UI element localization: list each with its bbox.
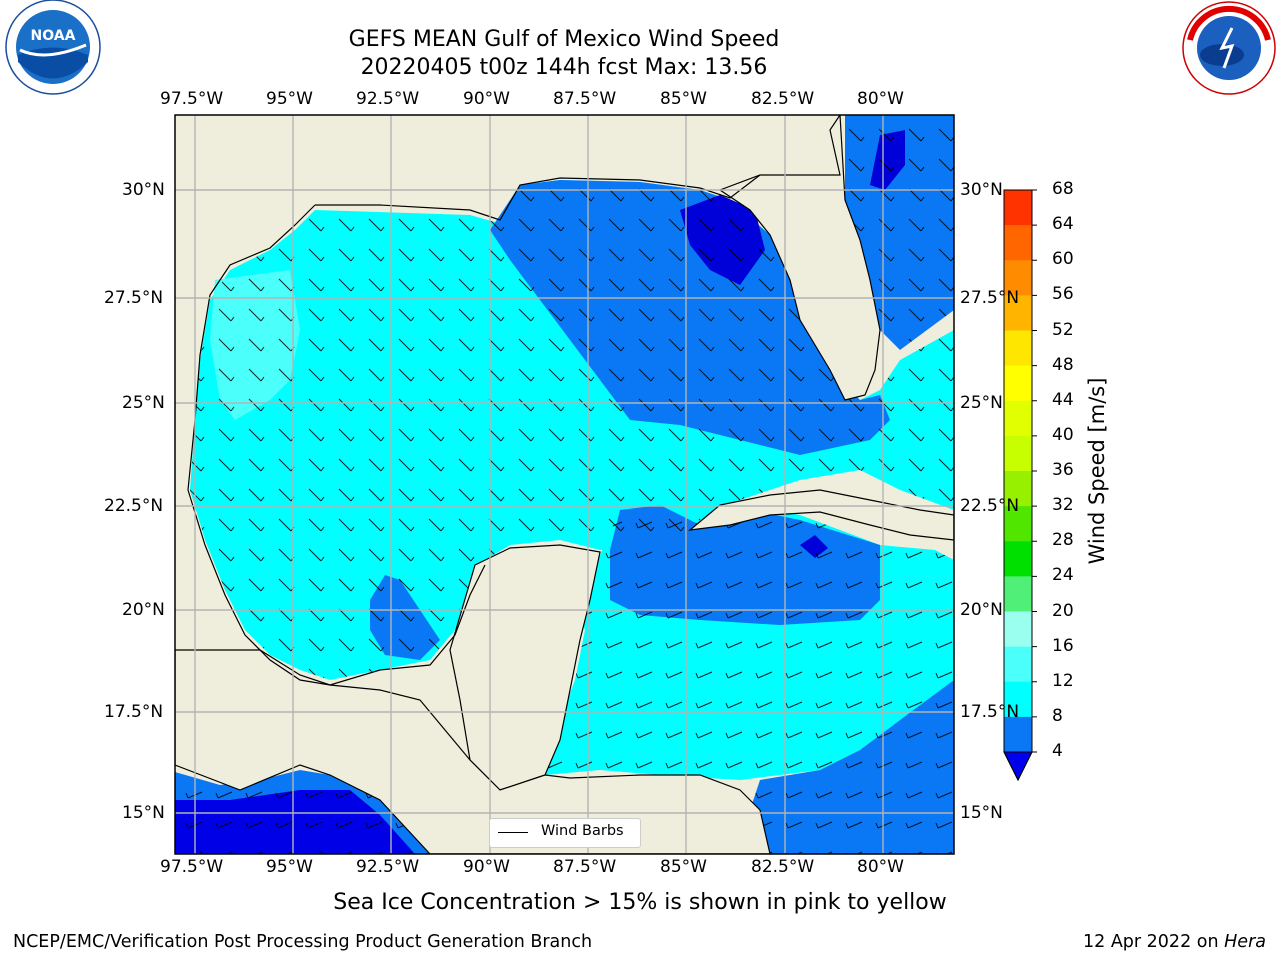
colorbar-tick-label: 48 xyxy=(1052,354,1074,375)
central-america-land xyxy=(175,649,771,854)
map-frame xyxy=(174,114,955,855)
colorbar-extend-triangle xyxy=(1003,751,1033,782)
lat-label-right: 20°N xyxy=(960,600,1003,620)
colorbar xyxy=(1003,189,1037,782)
graticule xyxy=(175,115,954,854)
colorbar-tick-label: 52 xyxy=(1052,319,1074,340)
lon-label-top: 90°W xyxy=(463,89,510,109)
lat-label-left: 25°N xyxy=(122,393,165,413)
lon-label-top: 97.5°W xyxy=(160,89,224,109)
lon-label-top: 87.5°W xyxy=(553,89,617,109)
lat-label-right: 15°N xyxy=(960,803,1003,823)
lon-label-bottom: 97.5°W xyxy=(160,857,224,877)
lat-label-right: 27.5°N xyxy=(960,288,1020,308)
nws-logo xyxy=(1182,1,1276,95)
colorbar-tick-label: 8 xyxy=(1052,705,1063,726)
colorbar-tick-label: 56 xyxy=(1052,284,1074,305)
footer-date: 12 Apr 2022 on xyxy=(1083,932,1225,952)
lon-label-bottom: 90°W xyxy=(463,857,510,877)
colorbar-bin xyxy=(1004,190,1032,226)
colorbar-bin xyxy=(1004,365,1032,402)
colorbar-bin xyxy=(1004,295,1032,331)
colorbar-bin xyxy=(1004,435,1032,472)
coastline-west xyxy=(187,204,486,686)
legend-box: Wind Barbs xyxy=(489,818,641,848)
colorbar-frame xyxy=(1003,189,1033,782)
lat-label-left: 27.5°N xyxy=(104,288,164,308)
lon-label-top: 92.5°W xyxy=(356,89,420,109)
wind-barbs-gulf xyxy=(190,180,954,680)
colorbar-bin xyxy=(1004,260,1032,296)
colorbar-bin xyxy=(1004,646,1032,683)
map-area xyxy=(175,115,954,854)
lon-label-bottom: 87.5°W xyxy=(553,857,617,877)
colorbar-tick-label: 68 xyxy=(1052,179,1074,199)
colorbar-tick-label: 64 xyxy=(1052,214,1074,235)
legend-label: Wind Barbs xyxy=(541,823,624,839)
lon-label-bottom: 80°W xyxy=(857,857,904,877)
lon-label-bottom: 95°W xyxy=(266,857,313,877)
noaa-logo: NOAA xyxy=(5,0,101,95)
colorbar-tick-label: 40 xyxy=(1052,424,1074,445)
legend-line-swatch xyxy=(498,832,528,833)
lat-label-right: 22.5°N xyxy=(960,496,1020,516)
colorbar-tick-label: 32 xyxy=(1052,495,1074,516)
coastline-north xyxy=(315,174,761,221)
lat-label-left: 22.5°N xyxy=(104,496,164,516)
lon-label-bottom: 92.5°W xyxy=(356,857,420,877)
lon-label-bottom: 82.5°W xyxy=(751,857,815,877)
footer-left: NCEP/EMC/Verification Post Processing Pr… xyxy=(13,932,593,952)
colorbar-bin xyxy=(1004,576,1032,612)
colorbar-tick-label: 24 xyxy=(1052,565,1074,586)
lon-label-top: 95°W xyxy=(266,89,313,109)
colorbar-tick-label: 20 xyxy=(1052,600,1074,621)
colorbar-bin xyxy=(1004,611,1032,648)
title-line-2: 20220405 t00z 144h fcst Max: 13.56 xyxy=(360,55,768,80)
lat-label-left: 20°N xyxy=(122,600,165,620)
wind-barbs-caribbean xyxy=(545,505,954,854)
lon-label-top: 85°W xyxy=(660,89,707,109)
colorbar-bin xyxy=(1004,681,1032,718)
colorbar-bin xyxy=(1004,716,1032,753)
yucatan-land xyxy=(449,544,601,791)
colorbar-bin xyxy=(1004,400,1032,437)
lon-label-bottom: 85°W xyxy=(660,857,707,877)
lat-label-right: 25°N xyxy=(960,393,1003,413)
cuba-land xyxy=(688,489,954,541)
colorbar-tick-label: 28 xyxy=(1052,530,1074,551)
colorbar-tick-label: 16 xyxy=(1052,635,1074,656)
colorbar-tick-label: 12 xyxy=(1052,670,1074,691)
colorbar-tick-label: 4 xyxy=(1052,741,1063,761)
lat-label-right: 30°N xyxy=(960,180,1003,200)
colorbar-bin xyxy=(1004,330,1032,367)
lon-label-top: 80°W xyxy=(857,89,904,109)
subtitle: Sea Ice Concentration > 15% is shown in … xyxy=(333,890,947,915)
title-line-1: GEFS MEAN Gulf of Mexico Wind Speed xyxy=(348,27,780,52)
lat-label-left: 30°N xyxy=(122,180,165,200)
lat-label-right: 17.5°N xyxy=(960,702,1020,722)
florida-land xyxy=(718,115,881,401)
colorbar-tick-label: 44 xyxy=(1052,389,1074,410)
lat-label-left: 15°N xyxy=(122,803,165,823)
colorbar-bin xyxy=(1004,471,1032,507)
lon-label-top: 82.5°W xyxy=(751,89,815,109)
lat-label-left: 17.5°N xyxy=(104,702,164,722)
colorbar-tick-label: 36 xyxy=(1052,460,1074,480)
colorbar-bin xyxy=(1004,541,1032,577)
footer-machine: Hera xyxy=(1224,932,1266,952)
footer-right: 12 Apr 2022 on Hera xyxy=(1083,932,1266,952)
colorbar-bin xyxy=(1004,225,1032,261)
colorbar-tick-label: 60 xyxy=(1052,249,1074,270)
colorbar-bin xyxy=(1004,506,1032,542)
noaa-wordmark: NOAA xyxy=(31,28,76,44)
